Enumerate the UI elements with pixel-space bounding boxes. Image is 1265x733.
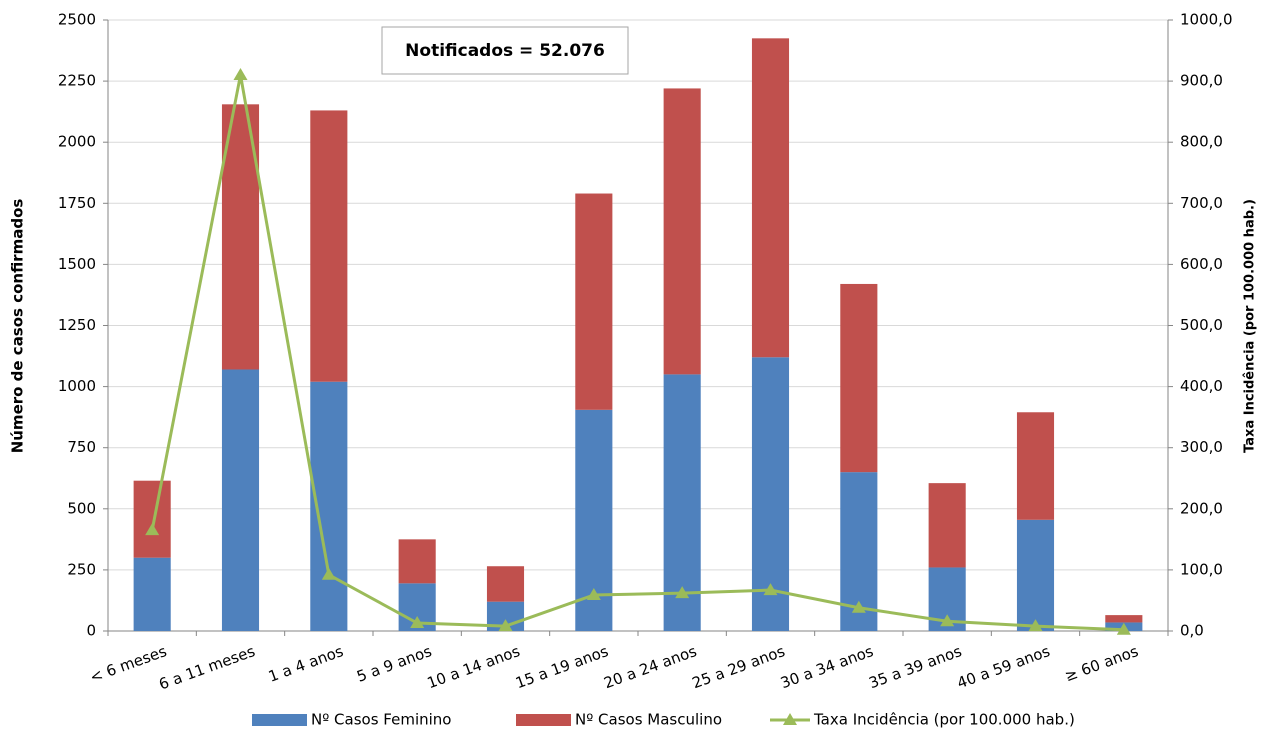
- y-tick-label: 250: [67, 560, 96, 578]
- y2-tick-label: 400,0: [1180, 377, 1223, 395]
- y2-tick-label: 600,0: [1180, 255, 1223, 273]
- bar: [310, 110, 348, 382]
- y-tick-label: 1750: [58, 194, 96, 212]
- y-tick-label: 2000: [58, 133, 96, 151]
- legend-swatch: [252, 714, 307, 726]
- bar: [751, 38, 790, 358]
- x-tick-label: 30 a 34 anos: [778, 642, 876, 692]
- marker: [586, 587, 601, 600]
- legend-label: Nº Casos Masculino: [575, 711, 722, 729]
- annotation-box: [381, 26, 629, 75]
- bar: [398, 539, 436, 584]
- marker: [321, 567, 336, 580]
- x-tick-label: 35 a 39 anos: [866, 642, 964, 692]
- marker: [233, 67, 248, 80]
- marker: [1028, 619, 1043, 632]
- marker: [763, 583, 778, 596]
- y-tick-label: 1250: [58, 316, 96, 334]
- marker: [940, 614, 955, 627]
- marker: [851, 600, 866, 613]
- y2-tick-label: 300,0: [1180, 438, 1223, 456]
- x-tick-label: 20 a 24 anos: [601, 642, 699, 692]
- x-tick-label: 40 a 59 anos: [955, 642, 1053, 692]
- bar: [840, 283, 878, 473]
- y-tick-label: 2500: [58, 11, 96, 29]
- x-tick-label: 10 a 14 anos: [425, 642, 523, 692]
- y-tick-label: 2250: [58, 72, 96, 90]
- y-tick-label: 750: [67, 438, 96, 456]
- y2-tick-label: 200,0: [1180, 499, 1223, 517]
- y2-tick-label: 800,0: [1180, 133, 1223, 151]
- bar: [663, 88, 701, 375]
- y2-tick-label: 900,0: [1180, 72, 1223, 90]
- bar: [133, 557, 171, 631]
- marker: [410, 616, 425, 629]
- y-axis-title: Número de casos confirmados: [9, 199, 27, 454]
- bar: [1105, 615, 1143, 623]
- y2-tick-label: 1000,0: [1180, 11, 1233, 29]
- y2-axis-title: Taxa Incidência (por 100.000 hab.): [1243, 199, 1258, 453]
- y2-tick-label: 500,0: [1180, 316, 1223, 334]
- x-tick-label: 25 a 29 anos: [690, 642, 788, 692]
- line: [150, 74, 1124, 632]
- x-tick-label: 1 a 4 anos: [266, 642, 346, 686]
- marker: [145, 523, 160, 536]
- y-tick-label: 500: [67, 499, 96, 517]
- annotation: Notificados = 52.076: [405, 41, 605, 61]
- marker: [498, 619, 513, 632]
- x-tick-label: 15 a 19 anos: [513, 642, 611, 692]
- y-tick-label: 1000: [58, 377, 96, 395]
- marker: [1116, 622, 1131, 635]
- bar: [1016, 412, 1055, 520]
- y2-tick-label: 700,0: [1180, 194, 1223, 212]
- bar: [221, 369, 260, 631]
- y2-tick-label: 100,0: [1180, 560, 1223, 578]
- y-tick-label: 0: [86, 622, 96, 640]
- marker: [675, 586, 690, 599]
- y-tick-label: 1500: [58, 255, 96, 273]
- bar: [928, 483, 966, 568]
- x-tick-label: 6 a 11 meses: [157, 642, 258, 693]
- bar: [133, 480, 171, 558]
- legend-label: Nº Casos Feminino: [311, 711, 451, 729]
- bar: [486, 566, 525, 602]
- bar: [575, 193, 613, 410]
- y2-tick-label: 0,0: [1180, 622, 1204, 640]
- x-tick-label: ≥ 60 anos: [1062, 642, 1141, 685]
- legend-swatch: [516, 714, 571, 726]
- bar: [1016, 519, 1055, 631]
- legend-marker: [783, 713, 797, 725]
- legend-label: Taxa Incidência (por 100.000 hab.): [813, 711, 1075, 729]
- x-tick-label: 5 a 9 anos: [354, 642, 434, 686]
